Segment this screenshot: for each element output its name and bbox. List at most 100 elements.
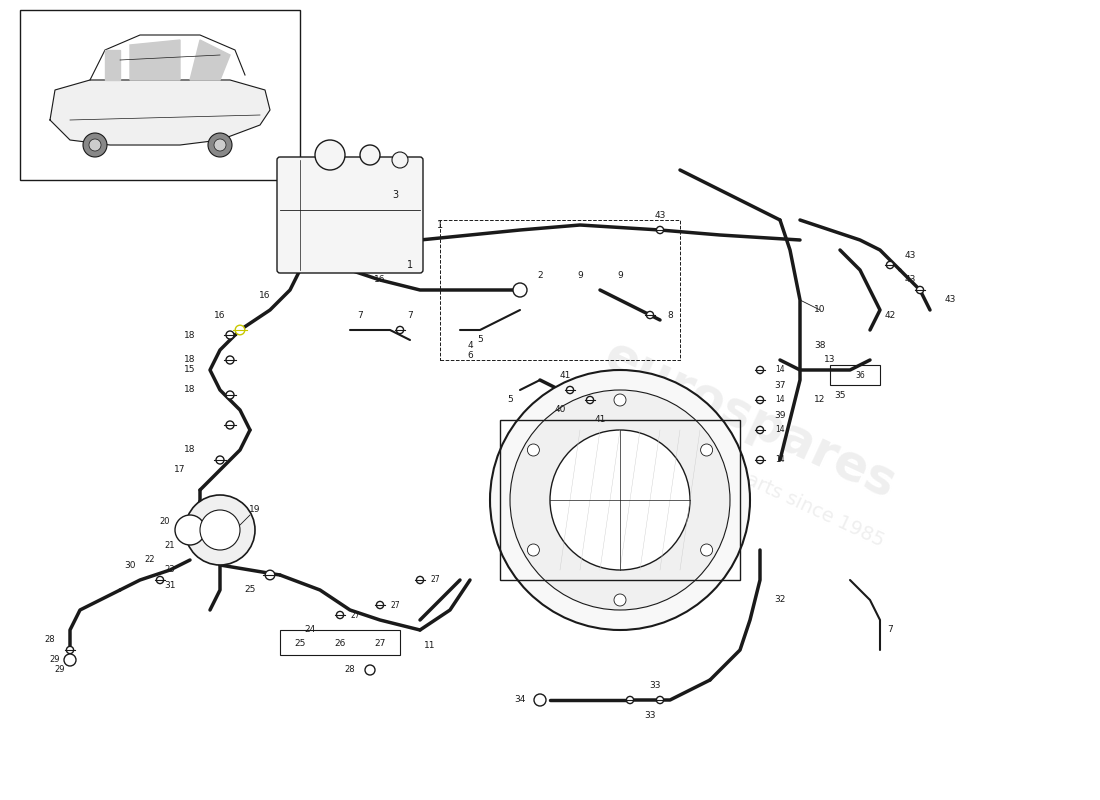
Text: 41: 41 bbox=[594, 415, 606, 425]
Circle shape bbox=[626, 696, 634, 704]
Circle shape bbox=[527, 444, 539, 456]
Text: 10: 10 bbox=[814, 306, 826, 314]
Circle shape bbox=[550, 430, 690, 570]
Circle shape bbox=[701, 544, 713, 556]
Circle shape bbox=[392, 152, 408, 168]
Bar bbox=[440, 220, 680, 360]
Circle shape bbox=[490, 370, 750, 630]
Text: 32: 32 bbox=[774, 595, 785, 605]
Text: 2: 2 bbox=[537, 270, 542, 279]
Circle shape bbox=[185, 495, 255, 565]
Text: 18: 18 bbox=[185, 355, 196, 365]
Text: 26: 26 bbox=[334, 638, 345, 647]
Text: 14: 14 bbox=[776, 395, 784, 405]
Circle shape bbox=[208, 133, 232, 157]
Circle shape bbox=[757, 366, 763, 374]
Text: 13: 13 bbox=[824, 355, 836, 365]
FancyBboxPatch shape bbox=[277, 157, 424, 273]
Circle shape bbox=[315, 140, 345, 170]
Circle shape bbox=[365, 665, 375, 675]
Circle shape bbox=[216, 456, 224, 464]
Text: 4: 4 bbox=[468, 341, 473, 350]
Circle shape bbox=[89, 139, 101, 151]
Text: 36: 36 bbox=[855, 370, 865, 379]
Text: 14: 14 bbox=[776, 426, 784, 434]
Text: 16: 16 bbox=[374, 275, 386, 285]
Text: 40: 40 bbox=[554, 406, 565, 414]
Circle shape bbox=[360, 145, 379, 165]
Circle shape bbox=[200, 510, 240, 550]
Text: 27: 27 bbox=[374, 638, 386, 647]
Circle shape bbox=[235, 325, 245, 334]
Text: 24: 24 bbox=[305, 626, 316, 634]
Text: 21: 21 bbox=[165, 541, 175, 550]
Text: 28: 28 bbox=[45, 635, 55, 645]
Text: 9: 9 bbox=[617, 270, 623, 279]
Polygon shape bbox=[50, 80, 270, 145]
Text: 20: 20 bbox=[160, 518, 170, 526]
Text: 34: 34 bbox=[515, 695, 526, 705]
Circle shape bbox=[757, 456, 763, 464]
Circle shape bbox=[337, 611, 343, 618]
Circle shape bbox=[396, 326, 404, 334]
Text: 1: 1 bbox=[407, 260, 414, 270]
Text: 22: 22 bbox=[145, 555, 155, 565]
Circle shape bbox=[510, 390, 730, 610]
Polygon shape bbox=[130, 40, 180, 80]
Circle shape bbox=[657, 226, 663, 234]
Text: 28: 28 bbox=[344, 666, 355, 674]
Circle shape bbox=[887, 262, 893, 269]
Circle shape bbox=[647, 311, 653, 318]
Text: a passion for parts since 1985: a passion for parts since 1985 bbox=[613, 409, 888, 551]
Bar bbox=[830, 365, 880, 385]
Text: 33: 33 bbox=[649, 681, 661, 690]
Text: 41: 41 bbox=[559, 370, 571, 379]
Circle shape bbox=[513, 283, 527, 297]
Text: 16: 16 bbox=[260, 290, 271, 299]
Text: 18: 18 bbox=[185, 386, 196, 394]
Circle shape bbox=[265, 570, 275, 580]
Text: 5: 5 bbox=[507, 395, 513, 405]
Text: 23: 23 bbox=[165, 566, 175, 574]
Text: 27: 27 bbox=[350, 610, 360, 619]
Text: 11: 11 bbox=[425, 641, 436, 650]
Text: 19: 19 bbox=[250, 506, 261, 514]
Text: 33: 33 bbox=[645, 710, 656, 719]
Text: 7: 7 bbox=[887, 626, 893, 634]
Text: 29: 29 bbox=[55, 666, 65, 674]
Circle shape bbox=[614, 394, 626, 406]
Circle shape bbox=[376, 602, 384, 609]
Text: 29: 29 bbox=[50, 655, 60, 665]
Bar bbox=[20, 10, 300, 180]
Text: 39: 39 bbox=[774, 410, 785, 419]
Text: eurospares: eurospares bbox=[596, 331, 903, 509]
Text: 12: 12 bbox=[814, 395, 826, 405]
Text: 5: 5 bbox=[477, 335, 483, 345]
Circle shape bbox=[214, 139, 225, 151]
Text: 42: 42 bbox=[884, 310, 895, 319]
Circle shape bbox=[82, 133, 107, 157]
Text: 7: 7 bbox=[407, 310, 412, 319]
Circle shape bbox=[534, 694, 546, 706]
Text: 35: 35 bbox=[834, 390, 846, 399]
Text: 27: 27 bbox=[390, 601, 399, 610]
Circle shape bbox=[757, 426, 763, 434]
Circle shape bbox=[757, 396, 763, 403]
Text: 31: 31 bbox=[164, 581, 176, 590]
Circle shape bbox=[701, 444, 713, 456]
Polygon shape bbox=[190, 40, 230, 80]
Text: 27: 27 bbox=[430, 575, 440, 585]
Text: 14: 14 bbox=[776, 455, 784, 465]
Text: 18: 18 bbox=[185, 330, 196, 339]
Circle shape bbox=[226, 421, 234, 429]
Text: 15: 15 bbox=[185, 366, 196, 374]
Text: 43: 43 bbox=[944, 295, 956, 305]
Text: 25: 25 bbox=[244, 586, 255, 594]
Circle shape bbox=[586, 396, 594, 403]
Text: 43: 43 bbox=[904, 275, 915, 285]
Text: 9: 9 bbox=[578, 270, 583, 279]
Polygon shape bbox=[104, 50, 120, 80]
Circle shape bbox=[614, 594, 626, 606]
Text: 6: 6 bbox=[468, 350, 473, 359]
Circle shape bbox=[566, 386, 573, 394]
